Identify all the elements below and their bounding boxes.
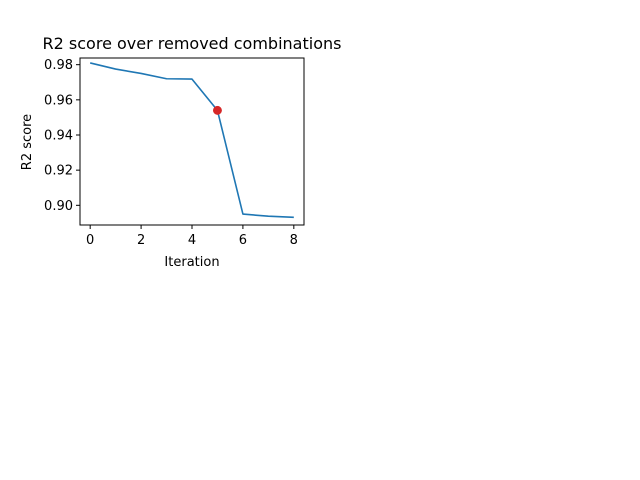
x-tick-label: 6 [239, 233, 247, 248]
highlight-point [213, 105, 222, 115]
series-line [89, 62, 294, 219]
y-tick-label: 0.90 [44, 199, 73, 214]
y-tick-label: 0.96 [44, 93, 73, 108]
x-tick-label: 8 [290, 233, 298, 248]
y-tick-label: 0.92 [44, 164, 73, 179]
x-tick-label: 0 [86, 233, 94, 248]
plot-frame [79, 57, 305, 226]
y-axis-label: R2 score [20, 114, 35, 170]
y-tick-label: 0.98 [44, 58, 73, 73]
y-tick-label: 0.94 [44, 128, 73, 143]
x-axis-label: Iteration [164, 255, 219, 270]
chart-title: R2 score over removed combinations [43, 34, 342, 53]
x-tick-label: 2 [137, 233, 145, 248]
x-tick-label: 4 [188, 233, 196, 248]
